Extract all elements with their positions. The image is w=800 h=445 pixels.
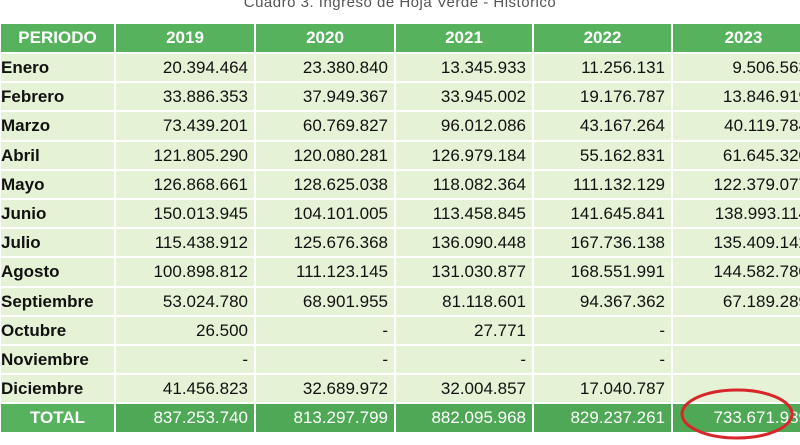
table-cell: 40.119.784 [673,112,800,140]
table-cell: 41.456.823 [116,375,254,403]
highlight-ring [680,388,794,440]
table-cell: 120.080.281 [256,141,394,169]
table-cell: - [396,346,532,374]
total-cell: 882.095.968 [396,404,532,433]
total-cell: 829.237.261 [534,404,671,433]
table-cell: 73.439.201 [116,112,254,140]
total-label: TOTAL [1,404,114,433]
table-cell: 118.082.364 [396,170,532,198]
table-cell: - [116,346,254,374]
table-cell: 68.901.955 [256,287,394,315]
row-label: Enero [1,54,114,82]
row-label: Febrero [1,83,114,111]
header-cell: 2019 [116,24,254,52]
table-cell: 20.394.464 [116,54,254,82]
row-label: Noviembre [1,346,114,374]
row-label: Mayo [1,170,114,198]
table-cell: 33.945.002 [396,83,532,111]
table-cell: 167.736.138 [534,229,671,257]
table-cell: 17.040.787 [534,375,671,403]
table-cell: 43.167.264 [534,112,671,140]
table-cell: 60.769.827 [256,112,394,140]
table-cell: 27.771 [396,316,532,344]
row-label: Octubre [1,316,114,344]
table-cell: 61.645.320 [673,141,800,169]
total-cell: 813.297.799 [256,404,394,433]
header-cell: 2020 [256,24,394,52]
table-cell: 9.506.563 [673,54,800,82]
table-cell: 55.162.831 [534,141,671,169]
table-cell: 125.676.368 [256,229,394,257]
header-cell: PERIODO [1,24,114,52]
table-cell: 67.189.289 [673,287,800,315]
table-cell: - [534,316,671,344]
table-cell: - [256,316,394,344]
table-cell: 122.379.077 [673,170,800,198]
table-cell: 115.438.912 [116,229,254,257]
table-cell: 33.886.353 [116,83,254,111]
table-cell: 168.551.991 [534,258,671,286]
table-cell: 100.898.812 [116,258,254,286]
header-cell: 2023 [673,24,800,52]
table-cell: 19.176.787 [534,83,671,111]
table-cell: 13.846.919 [673,83,800,111]
total-cell: 837.253.740 [116,404,254,433]
table-cell: 37.949.367 [256,83,394,111]
table-cell: 32.004.857 [396,375,532,403]
table-cell: 104.101.005 [256,200,394,228]
table-cell: - [256,346,394,374]
row-label: Septiembre [1,287,114,315]
table-cell: 13.345.933 [396,54,532,82]
table-cell: - [673,346,800,374]
table-cell: 128.625.038 [256,170,394,198]
table-cell: 23.380.840 [256,54,394,82]
table-cell: 126.868.661 [116,170,254,198]
table-cell: 11.256.131 [534,54,671,82]
row-label: Abril [1,141,114,169]
table-cell: 150.013.945 [116,200,254,228]
row-label: Diciembre [1,375,114,403]
table-cell: 131.030.877 [396,258,532,286]
total-cell: 733.671.989 [673,404,800,433]
table-cell: 111.123.145 [256,258,394,286]
table-cell: 126.979.184 [396,141,532,169]
table-cell: 32.689.972 [256,375,394,403]
table-cell: 94.367.362 [534,287,671,315]
table-cell: 53.024.780 [116,287,254,315]
table-cell: - [534,346,671,374]
row-label: Agosto [1,258,114,286]
table-cell: 113.458.845 [396,200,532,228]
table-cell: 96.012.086 [396,112,532,140]
table-cell: - [673,316,800,344]
row-label: Junio [1,200,114,228]
table-cell: 136.090.448 [396,229,532,257]
table-cell: 121.805.290 [116,141,254,169]
header-cell: 2022 [534,24,671,52]
row-label: Julio [1,229,114,257]
table-cell: 26.500 [116,316,254,344]
table-title: Cuadro 3. Ingreso de Hoja Verde - Histór… [243,0,557,11]
table-cell: 141.645.841 [534,200,671,228]
table-cell: 81.118.601 [396,287,532,315]
table-cell: 138.993.114 [673,200,800,228]
table-cell: 111.132.129 [534,170,671,198]
table-cell: 144.582.780 [673,258,800,286]
header-cell: 2021 [396,24,532,52]
row-label: Marzo [1,112,114,140]
table-cell: 135.409.142 [673,229,800,257]
